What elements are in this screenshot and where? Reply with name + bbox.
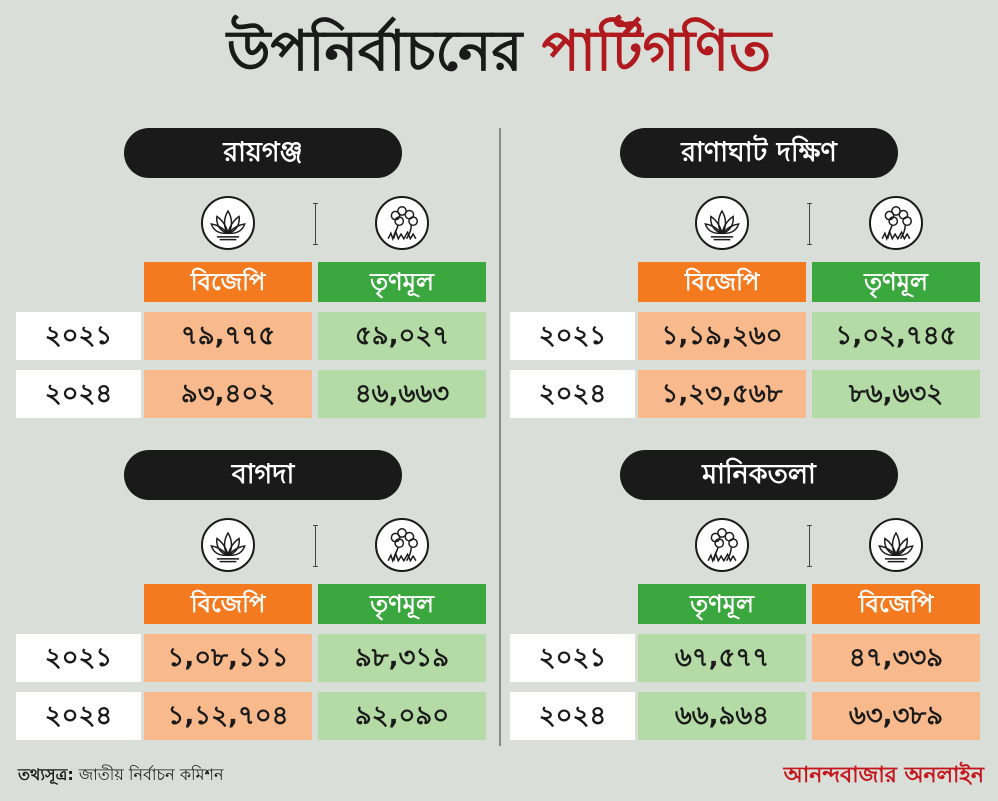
party-header-bjp: বিজেপি xyxy=(144,584,312,624)
vote-cell-bjp: ১,২৩,৫৬৮ xyxy=(638,370,806,418)
vote-cell-bjp: ১,০৮,১১১ xyxy=(144,634,312,682)
flower-grass-icon xyxy=(375,518,429,572)
vote-cell-bjp: ৪৭,৩৩৯ xyxy=(812,634,980,682)
vote-cell-bjp: ১,১৯,২৬০ xyxy=(638,312,806,360)
source-text: জাতীয় নির্বাচন কমিশন xyxy=(78,765,224,784)
constituency-title: রাণাঘাট দক্ষিণ xyxy=(620,128,898,178)
lotus-icon xyxy=(869,518,923,572)
constituency-panel: রায়গঞ্জ বিজেপি তৃণমূল ২০২১ ৭৯,৭৭৫ ৫৯,০২৭ ২০২৪… xyxy=(16,128,496,428)
source-label: তথ্যসূত্র: xyxy=(18,765,74,784)
year-label: ২০২১ xyxy=(16,312,141,360)
flower-grass-icon xyxy=(375,196,429,250)
vote-cell-tmc: ৫৯,০২৭ xyxy=(318,312,486,360)
lotus-icon xyxy=(201,518,255,572)
year-label: ২০২১ xyxy=(16,634,141,682)
vote-cell-tmc: ৯২,০৯০ xyxy=(318,692,486,740)
party-header-tmc: তৃণমূল xyxy=(318,584,486,624)
year-label: ২০২৪ xyxy=(16,692,141,740)
vote-cell-tmc: ৬৭,৫৭৭ xyxy=(638,634,806,682)
party-header-tmc: তৃণমূল xyxy=(812,262,980,302)
year-label: ২০২৪ xyxy=(16,370,141,418)
symbol-separator xyxy=(313,203,318,245)
party-header-tmc: তৃণমূল xyxy=(638,584,806,624)
party-header-bjp: বিজেপি xyxy=(812,584,980,624)
symbol-separator xyxy=(313,525,318,567)
vote-cell-tmc: ৬৬,৯৬৪ xyxy=(638,692,806,740)
flower-grass-icon xyxy=(869,196,923,250)
symbol-separator xyxy=(807,203,812,245)
party-header-tmc: তৃণমূল xyxy=(318,262,486,302)
constituency-title: রায়গঞ্জ xyxy=(124,128,402,178)
symbol-separator xyxy=(807,525,812,567)
lotus-icon xyxy=(201,196,255,250)
source-note: তথ্যসূত্র: জাতীয় নির্বাচন কমিশন xyxy=(18,762,224,789)
flower-grass-icon xyxy=(695,518,749,572)
page-title-accent: পার্টিগণিত xyxy=(541,19,772,84)
vote-cell-tmc: ৯৮,৩১৯ xyxy=(318,634,486,682)
vote-cell-tmc: ৪৬,৬৬৩ xyxy=(318,370,486,418)
constituency-title: মানিকতলা xyxy=(620,450,898,500)
vote-cell-bjp: ৯৩,৪০২ xyxy=(144,370,312,418)
vote-cell-bjp: ৭৯,৭৭৫ xyxy=(144,312,312,360)
year-label: ২০২১ xyxy=(510,312,635,360)
center-divider xyxy=(499,128,501,746)
vote-cell-bjp: ৬৩,৩৮৯ xyxy=(812,692,980,740)
vote-cell-bjp: ১,১২,৭০৪ xyxy=(144,692,312,740)
party-header-bjp: বিজেপি xyxy=(638,262,806,302)
page-title: উপনির্বাচনের পার্টিগণিত xyxy=(0,12,998,92)
vote-cell-tmc: ৮৬,৬৩২ xyxy=(812,370,980,418)
year-label: ২০২৪ xyxy=(510,692,635,740)
page-title-main: উপনির্বাচনের xyxy=(226,19,523,84)
constituency-title: বাগদা xyxy=(124,450,402,500)
vote-cell-tmc: ১,০২,৭৪৫ xyxy=(812,312,980,360)
constituency-panel: মানিকতলা তৃণমূল বিজেপি ২০২১ ৬৭,৫৭৭ ৪৭,৩৩৯ ২০২৪… xyxy=(510,450,990,750)
constituency-panel: বাগদা বিজেপি তৃণমূল ২০২১ ১,০৮,১১১ ৯৮,৩১৯ ২০২৪ ১… xyxy=(16,450,496,750)
constituency-panel: রাণাঘাট দক্ষিণ বিজেপি তৃণমূল ২০২১ ১,১৯,২৬০ ১,… xyxy=(510,128,990,428)
party-header-bjp: বিজেপি xyxy=(144,262,312,302)
lotus-icon xyxy=(695,196,749,250)
year-label: ২০২১ xyxy=(510,634,635,682)
year-label: ২০২৪ xyxy=(510,370,635,418)
brand-logo-text: আনন্দবাজার অনলাইন xyxy=(783,762,984,788)
